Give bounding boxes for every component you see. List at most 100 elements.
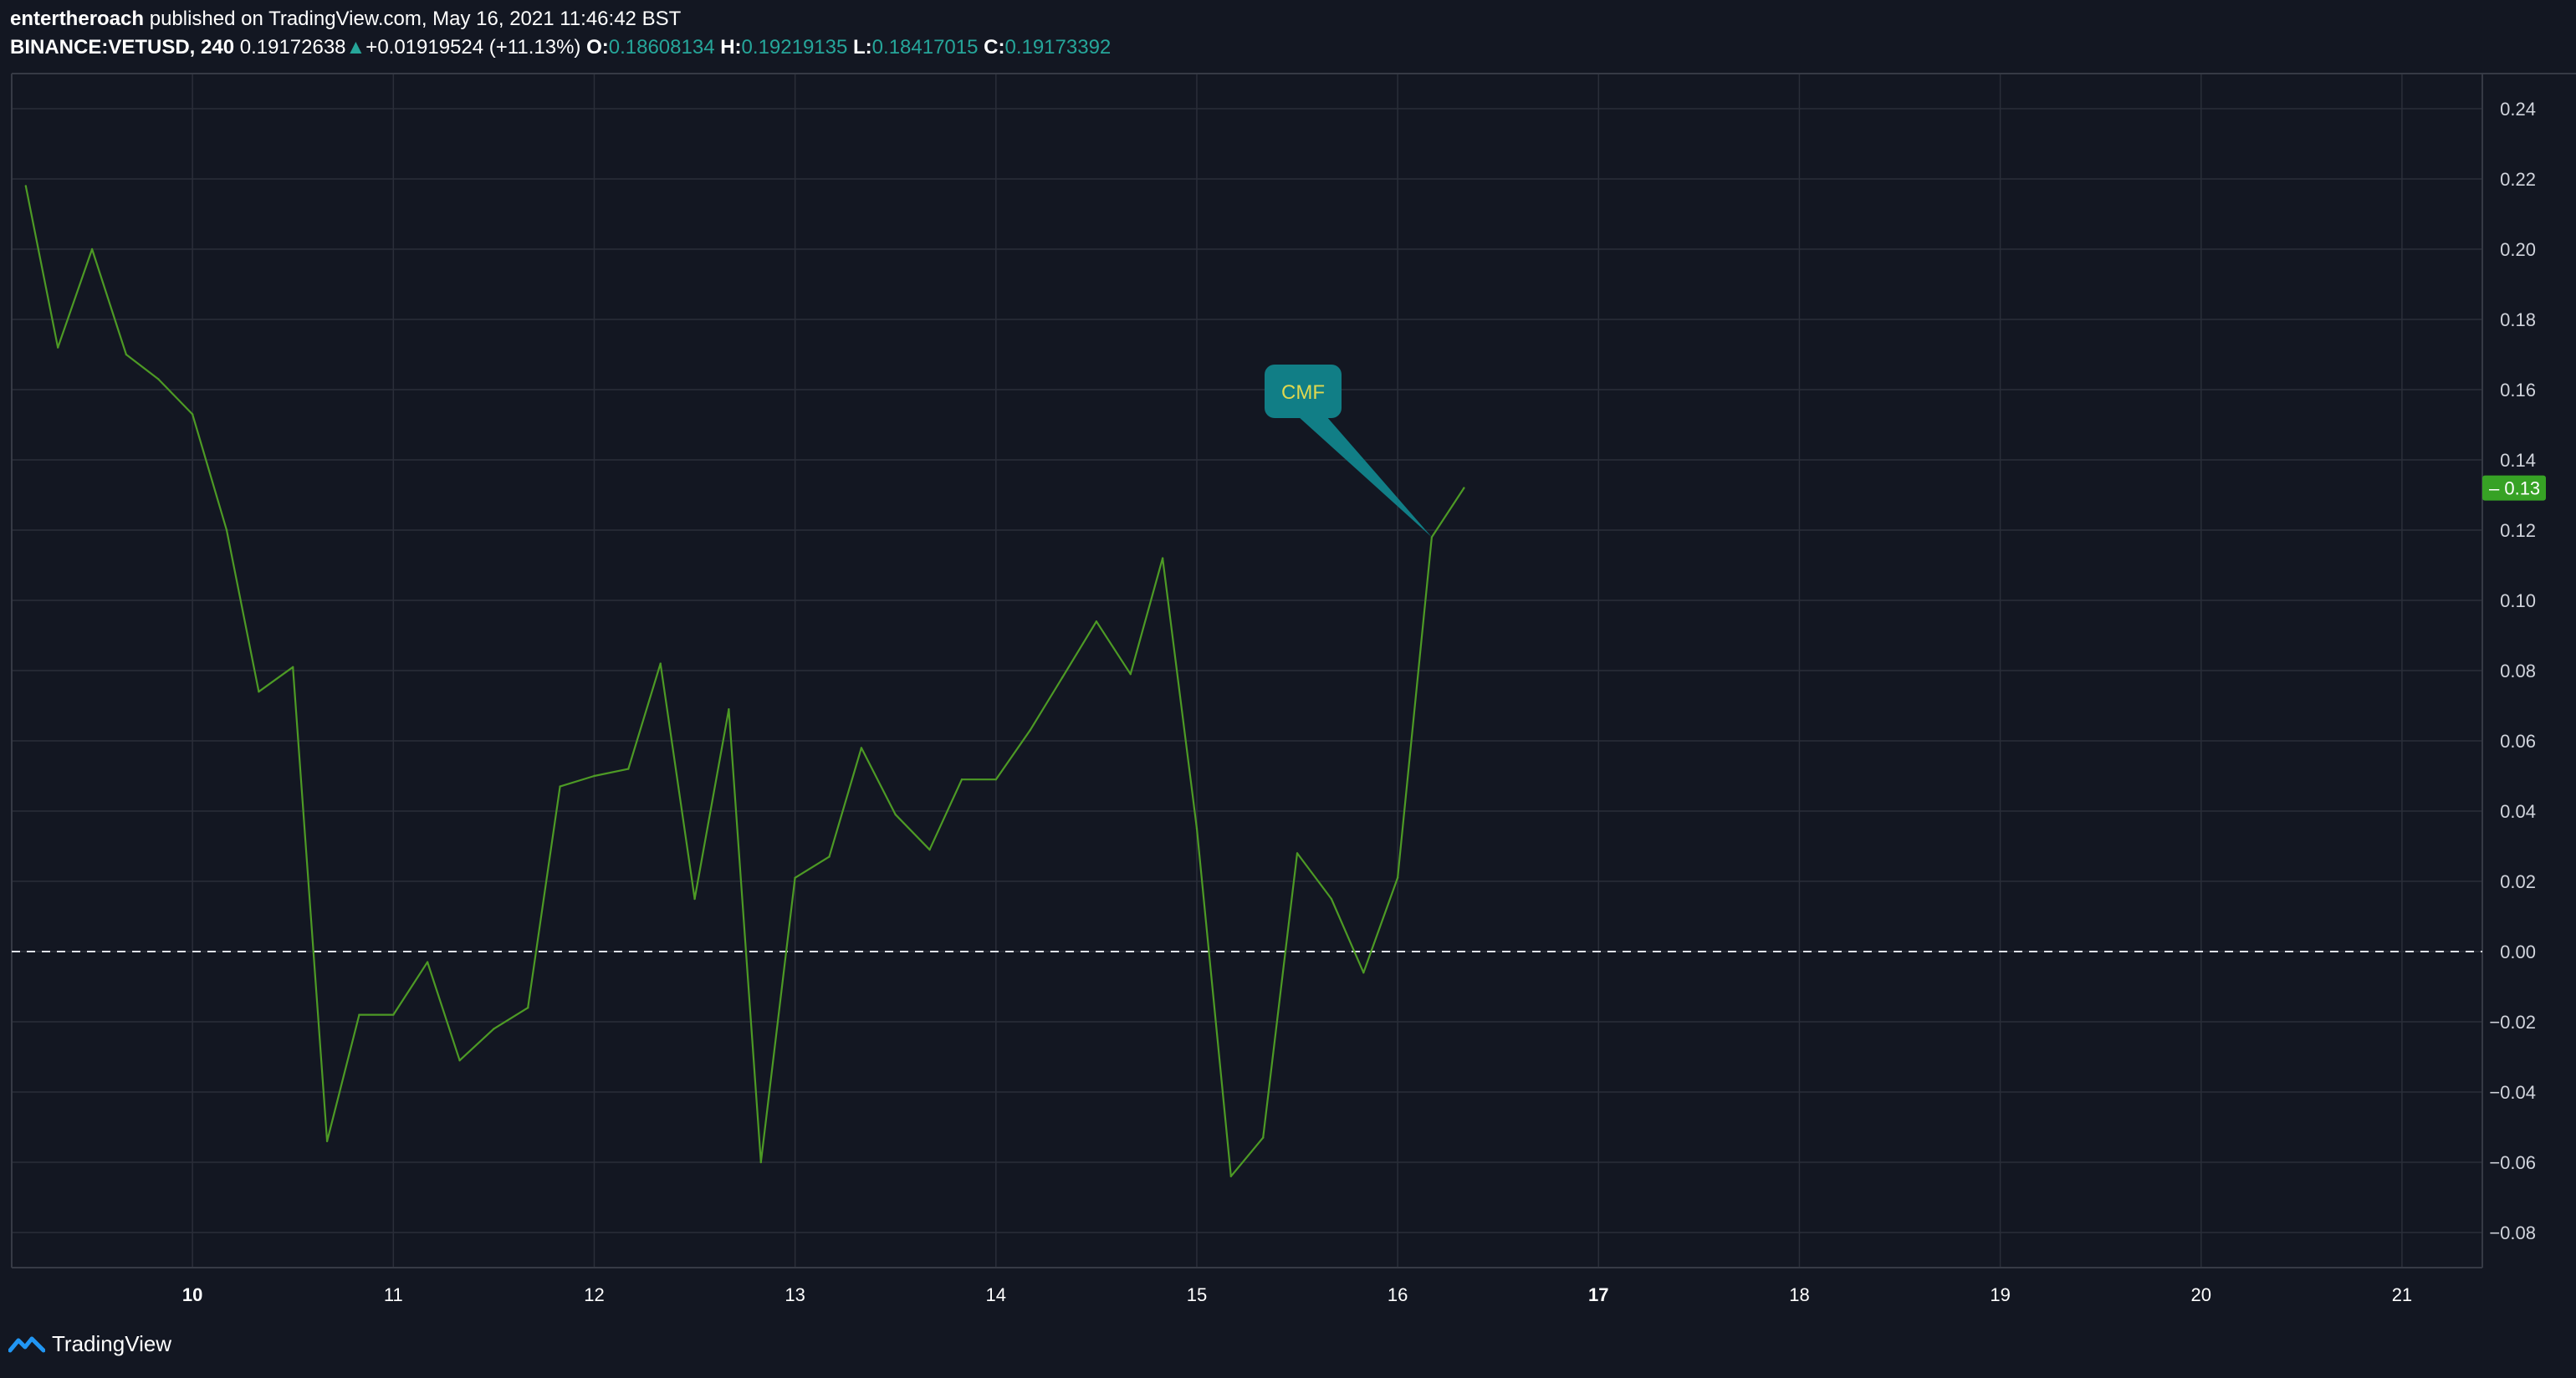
x-tick-label: 19	[1990, 1284, 2010, 1305]
data-point	[225, 528, 228, 532]
data-point	[1061, 676, 1064, 679]
cmf-series-line	[24, 186, 1465, 1177]
data-point	[928, 849, 931, 851]
data-point	[1396, 876, 1399, 880]
last-price: 0.19172638	[239, 36, 346, 59]
y-tick-label: 0.06	[2500, 731, 2536, 752]
data-point	[1330, 897, 1333, 901]
brand-name: TradingView	[52, 1331, 172, 1356]
y-tick-label: 0.24	[2500, 99, 2536, 120]
high-label: H:	[720, 36, 742, 59]
data-point	[358, 1013, 360, 1016]
cmf-callout[interactable]: CMF	[1265, 365, 1432, 538]
callout-box	[1265, 365, 1342, 418]
x-tick-label: 11	[384, 1284, 403, 1305]
y-tick-label: 0.12	[2500, 520, 2536, 541]
x-tick-label: 20	[2191, 1284, 2211, 1305]
callout-label: CMF	[1281, 381, 1325, 404]
data-point	[392, 1013, 395, 1016]
data-point	[1262, 1136, 1265, 1139]
low-label: L:	[853, 36, 872, 59]
published-text: published on TradingView.com, May 16, 20…	[149, 8, 682, 30]
open-value: 0.18608134	[608, 36, 715, 59]
data-point	[1095, 620, 1098, 623]
data-point	[1161, 557, 1164, 559]
data-point	[1229, 1175, 1232, 1178]
y-tick-label: 0.04	[2500, 801, 2536, 822]
publish-line: entertheroach published on TradingView.c…	[10, 5, 2553, 33]
last-value-badge: – 0.13	[2482, 475, 2546, 501]
data-point	[1029, 729, 1031, 732]
data-point	[90, 248, 94, 251]
grid-lines	[12, 74, 2482, 1268]
data-point	[860, 747, 863, 749]
data-point	[728, 708, 730, 711]
axes	[11, 73, 2576, 1268]
data-point	[960, 778, 963, 781]
data-point	[191, 413, 194, 416]
data-point	[659, 662, 662, 665]
y-tick-label: 0.00	[2500, 942, 2536, 962]
x-tick-label: 15	[1187, 1284, 1207, 1305]
x-tick-label: 10	[182, 1284, 202, 1305]
x-tick-label: 13	[785, 1284, 805, 1305]
data-point	[292, 666, 294, 668]
low-value: 0.18417015	[871, 36, 979, 59]
tradingview-logo-icon	[8, 1336, 45, 1352]
data-point	[458, 1059, 461, 1062]
y-tick-label: −0.08	[2489, 1222, 2536, 1243]
data-point	[426, 961, 429, 963]
data-point	[994, 778, 997, 781]
y-axis-labels: 0.24 0.22 0.20 0.18 0.16 0.14 0.12 0.10 0.08 0.06…	[2489, 99, 2536, 1243]
data-point	[24, 185, 28, 187]
data-point	[559, 785, 561, 788]
x-tick-label: 12	[584, 1284, 604, 1305]
x-tick-label: 18	[1789, 1284, 1809, 1305]
x-tick-label: 14	[986, 1284, 1006, 1305]
x-tick-label: 21	[2392, 1284, 2412, 1305]
data-point	[627, 768, 630, 770]
y-tick-label: 0.22	[2500, 169, 2536, 190]
data-point	[693, 897, 696, 901]
badge-background	[2482, 475, 2546, 501]
x-axis-labels: 10 11 12 13 14 15 16 17 18 19 20 21	[182, 1284, 2412, 1305]
y-tick-label: 0.20	[2500, 239, 2536, 260]
callout-pointer	[1298, 416, 1432, 538]
data-point	[1296, 852, 1299, 855]
data-point	[794, 876, 796, 880]
change-arrow-icon: ▲	[345, 36, 366, 59]
data-point	[527, 1007, 529, 1009]
data-point	[1129, 673, 1132, 676]
y-tick-label: 0.08	[2500, 661, 2536, 681]
x-tick-label: 16	[1388, 1284, 1408, 1305]
y-tick-label: −0.06	[2489, 1152, 2536, 1173]
author-name[interactable]: entertheroach	[10, 8, 145, 30]
x-tick-label: 17	[1588, 1284, 1608, 1305]
data-point	[1463, 487, 1465, 489]
y-tick-label: −0.04	[2489, 1082, 2536, 1103]
data-point	[325, 1140, 329, 1143]
chart-header: entertheroach published on TradingView.c…	[10, 5, 2553, 62]
symbol-label[interactable]: BINANCE:VETUSD, 240	[10, 36, 235, 59]
close-value: 0.19173392	[1004, 36, 1112, 59]
footer-brand[interactable]: TradingView	[8, 1331, 171, 1357]
y-tick-label: 0.18	[2500, 309, 2536, 330]
data-point	[1362, 972, 1365, 974]
close-label: C:	[984, 36, 1005, 59]
data-point	[57, 346, 59, 349]
data-point	[1195, 827, 1199, 830]
data-point	[593, 774, 595, 778]
y-tick-label: −0.02	[2489, 1012, 2536, 1033]
open-label: O:	[586, 36, 609, 59]
data-point	[258, 691, 260, 693]
data-point	[828, 855, 831, 858]
data-point	[493, 1028, 495, 1030]
price-change: +0.01919524 (+11.13%)	[365, 36, 581, 59]
ohlc-line: BINANCE:VETUSD, 240 0.19172638▲+0.019195…	[10, 33, 2553, 62]
data-point	[157, 378, 160, 380]
y-tick-label: 0.16	[2500, 380, 2536, 401]
y-tick-label: 0.10	[2500, 590, 2536, 611]
high-value: 0.19219135	[741, 36, 848, 59]
data-point	[894, 814, 897, 816]
